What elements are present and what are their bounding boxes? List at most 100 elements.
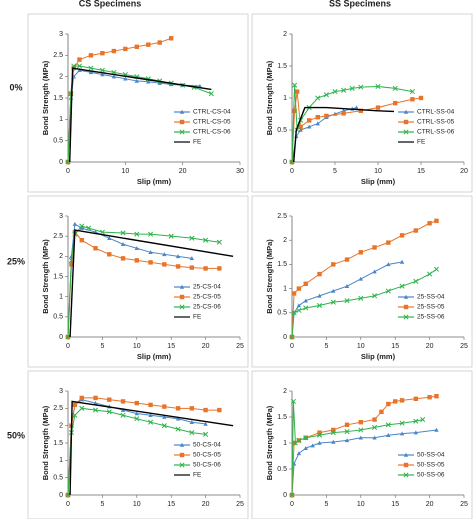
data-point bbox=[134, 231, 140, 237]
x-tick-label: 5 bbox=[324, 343, 328, 350]
data-point bbox=[393, 399, 398, 404]
data-point bbox=[358, 84, 364, 90]
legend-label: 50-SS-05 bbox=[417, 462, 445, 469]
data-point bbox=[88, 65, 94, 71]
data-point bbox=[120, 230, 126, 236]
data-point bbox=[434, 427, 439, 432]
y-tick-label: 0 bbox=[283, 159, 287, 166]
data-point bbox=[217, 266, 222, 271]
data-point bbox=[134, 416, 140, 422]
data-point bbox=[344, 438, 350, 443]
legend-label: FE bbox=[193, 139, 202, 146]
data-point bbox=[317, 271, 322, 277]
y-tick-label: 1.5 bbox=[277, 63, 287, 70]
data-point bbox=[386, 262, 391, 267]
data-point bbox=[134, 411, 139, 416]
data-point bbox=[88, 70, 94, 75]
data-point bbox=[413, 430, 419, 435]
data-point bbox=[120, 412, 126, 418]
data-point bbox=[399, 259, 405, 264]
data-point bbox=[386, 433, 391, 437]
x-tick-label: 25 bbox=[460, 343, 468, 350]
data-point bbox=[372, 417, 377, 422]
y-tick-label: 1 bbox=[59, 294, 63, 301]
legend-marker bbox=[403, 462, 409, 468]
data-point bbox=[72, 221, 78, 226]
y-tick-label: 0 bbox=[59, 159, 63, 166]
data-point bbox=[148, 413, 153, 418]
data-point bbox=[385, 288, 391, 294]
data-point bbox=[203, 407, 208, 413]
y-tick-label: 1.5 bbox=[53, 440, 63, 447]
y-tick-label: 1.5 bbox=[277, 261, 287, 268]
data-point bbox=[208, 91, 214, 97]
data-point bbox=[162, 252, 167, 257]
data-point bbox=[294, 89, 300, 94]
x-tick-label: 25 bbox=[460, 501, 468, 508]
y-tick-label: 2.5 bbox=[277, 213, 287, 220]
data-point bbox=[399, 398, 405, 403]
series-line bbox=[291, 268, 437, 338]
data-point bbox=[77, 57, 82, 62]
data-point bbox=[292, 82, 298, 88]
data-point bbox=[344, 422, 350, 427]
x-tick-label: 5 bbox=[333, 168, 337, 175]
legend-marker bbox=[403, 109, 409, 114]
data-point bbox=[375, 83, 381, 90]
panel-border bbox=[251, 370, 473, 519]
panel-border bbox=[251, 195, 473, 368]
data-point bbox=[358, 295, 364, 301]
legend-label: CTRL-CS-06 bbox=[193, 129, 231, 136]
y-tick-label: 0.5 bbox=[277, 127, 287, 134]
data-point bbox=[169, 36, 174, 41]
legend-marker bbox=[403, 119, 409, 125]
data-point bbox=[434, 394, 439, 399]
data-point bbox=[296, 307, 302, 313]
legend-marker bbox=[403, 314, 409, 320]
x-tick-label: 10 bbox=[357, 501, 365, 508]
legend-label: FE bbox=[193, 472, 202, 479]
panel-border bbox=[27, 195, 249, 368]
legend-marker bbox=[403, 294, 409, 299]
data-point bbox=[385, 422, 391, 428]
x-tick-label: 15 bbox=[167, 343, 175, 350]
data-point bbox=[296, 303, 302, 308]
data-point bbox=[175, 426, 181, 432]
y-tick-label: 2 bbox=[283, 237, 287, 244]
data-point bbox=[427, 395, 432, 400]
data-point bbox=[169, 82, 174, 87]
legend-marker bbox=[403, 452, 409, 457]
data-point bbox=[372, 424, 378, 430]
y-tick-label: 1.5 bbox=[53, 95, 63, 102]
x-tick-label: 20 bbox=[426, 343, 434, 350]
x-tick-label: 0 bbox=[66, 501, 70, 508]
y-tick-label: 0.5 bbox=[53, 138, 63, 145]
data-point bbox=[296, 451, 302, 456]
data-point bbox=[344, 257, 350, 262]
data-point bbox=[331, 427, 336, 433]
row-label: 0% bbox=[9, 82, 22, 92]
data-point bbox=[317, 430, 322, 435]
legend-label: 50-SS-04 bbox=[417, 452, 445, 459]
legend-label: 25-SS-05 bbox=[417, 304, 445, 311]
data-point bbox=[413, 396, 419, 401]
data-point bbox=[344, 429, 350, 435]
data-point bbox=[134, 78, 139, 83]
data-point bbox=[79, 395, 84, 401]
legend-marker bbox=[403, 129, 409, 135]
legend-marker bbox=[179, 294, 185, 300]
x-tick-label: 15 bbox=[417, 168, 425, 175]
data-point bbox=[413, 228, 419, 233]
data-point bbox=[216, 239, 222, 245]
data-point bbox=[418, 95, 424, 101]
data-point bbox=[379, 409, 384, 414]
y-tick-label: 0.5 bbox=[53, 314, 63, 321]
y-tick-label: 1.5 bbox=[277, 414, 287, 421]
y-tick-label: 0.5 bbox=[277, 466, 287, 473]
data-point bbox=[72, 412, 78, 418]
series-line bbox=[291, 85, 413, 163]
data-point bbox=[372, 245, 377, 250]
data-point bbox=[315, 115, 320, 120]
data-point bbox=[76, 63, 83, 69]
data-point bbox=[99, 229, 105, 235]
